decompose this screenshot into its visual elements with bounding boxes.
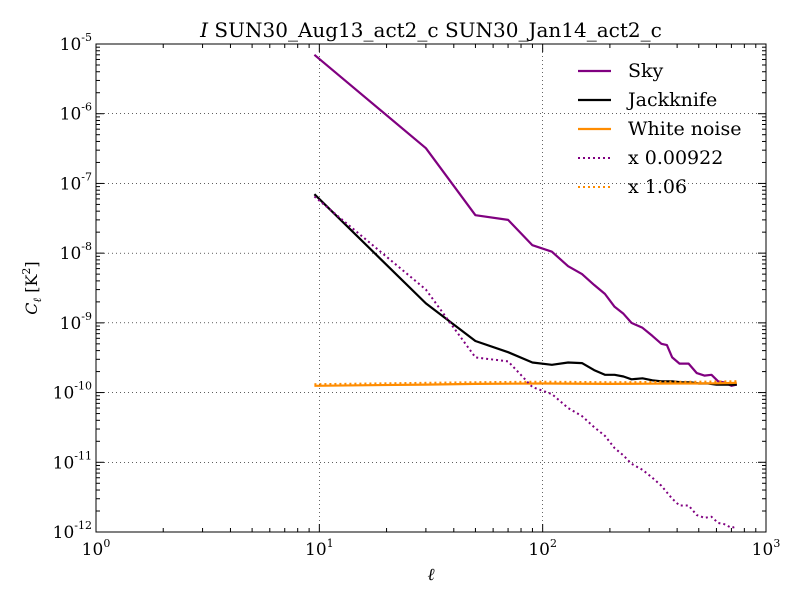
y-tick-label-base: 10 <box>60 244 82 264</box>
chart-title-italic: I <box>199 18 209 42</box>
x-axis-label: ℓ <box>427 565 434 585</box>
series-line-0 <box>313 53 738 387</box>
legend-label-3: x 0.00922 <box>628 147 723 169</box>
y-axis-label-unit-close: ] <box>22 261 41 267</box>
y-tick-label: 10-7 <box>60 170 92 194</box>
y-tick-label: 10-10 <box>53 380 92 404</box>
x-tick-label-exp: 2 <box>550 537 557 550</box>
y-tick-label: 10-6 <box>60 101 92 125</box>
y-tick-label-base: 10 <box>53 453 75 473</box>
x-tick-label-exp: 1 <box>327 537 334 550</box>
y-tick-label: 10-9 <box>60 310 92 334</box>
y-tick-label-base: 10 <box>53 384 75 404</box>
y-tick-label-base: 10 <box>53 523 75 543</box>
axis-ticks: 100 101 102 10310-1210-1110-1010-910-810-71… <box>53 31 781 560</box>
y-tick-label-base: 10 <box>60 35 82 55</box>
x-tick-label: 102 <box>528 537 557 560</box>
legend-label-1: Jackknife <box>626 89 717 111</box>
legend: Sky Jackknife White noise x 0.00922 x 1.06 <box>578 60 742 198</box>
y-tick-label: 10-12 <box>53 519 92 543</box>
plot-frame <box>95 43 767 533</box>
series-line-2 <box>314 381 737 387</box>
y-tick-label-base: 10 <box>60 105 82 125</box>
y-tick-label-exp: -7 <box>81 170 92 183</box>
x-tick-label: 100 <box>82 537 111 560</box>
y-axis-label-main: C <box>22 302 41 314</box>
y-tick-label: 10-11 <box>53 449 92 473</box>
y-tick-label-exp: -9 <box>81 310 92 323</box>
y-tick-label: 10-5 <box>60 31 92 55</box>
series-lines <box>313 53 738 529</box>
x-tick-label-base: 10 <box>528 540 550 560</box>
y-axis-label-sub: ℓ <box>31 297 44 302</box>
y-tick-label: 10-8 <box>60 240 92 264</box>
y-tick-label-exp: -8 <box>81 240 92 253</box>
legend-label-0: Sky <box>628 60 664 82</box>
grid-lines <box>96 44 766 532</box>
series-line-3 <box>313 195 738 529</box>
y-axis-label-unit-exp: 2 <box>20 268 33 275</box>
x-tick-label: 103 <box>752 537 781 560</box>
y-tick-label-exp: -12 <box>74 519 92 532</box>
y-tick-label-exp: -5 <box>81 31 92 44</box>
chart-title: I SUN30_Aug13_act2_c SUN30_Jan14_act2_c <box>199 18 662 42</box>
legend-label-4: x 1.06 <box>628 176 687 198</box>
y-tick-label-base: 10 <box>60 314 82 334</box>
chart-title-text: SUN30_Aug13_act2_c SUN30_Jan14_act2_c <box>208 18 662 42</box>
x-tick-label: 101 <box>305 537 334 560</box>
y-tick-label-base: 10 <box>60 174 82 194</box>
legend-label-2: White noise <box>628 118 742 140</box>
x-tick-label-base: 10 <box>82 540 104 560</box>
y-axis-label: Cℓ [K2] <box>20 261 44 314</box>
y-axis-label-unit: [K <box>22 274 41 298</box>
x-tick-label-base: 10 <box>305 540 327 560</box>
x-tick-label-base: 10 <box>752 540 774 560</box>
x-tick-label-exp: 0 <box>103 537 110 550</box>
x-tick-label-exp: 3 <box>773 537 780 550</box>
y-tick-label-exp: -6 <box>81 101 92 114</box>
y-tick-label-exp: -10 <box>74 380 92 393</box>
y-tick-label-exp: -11 <box>74 449 92 462</box>
